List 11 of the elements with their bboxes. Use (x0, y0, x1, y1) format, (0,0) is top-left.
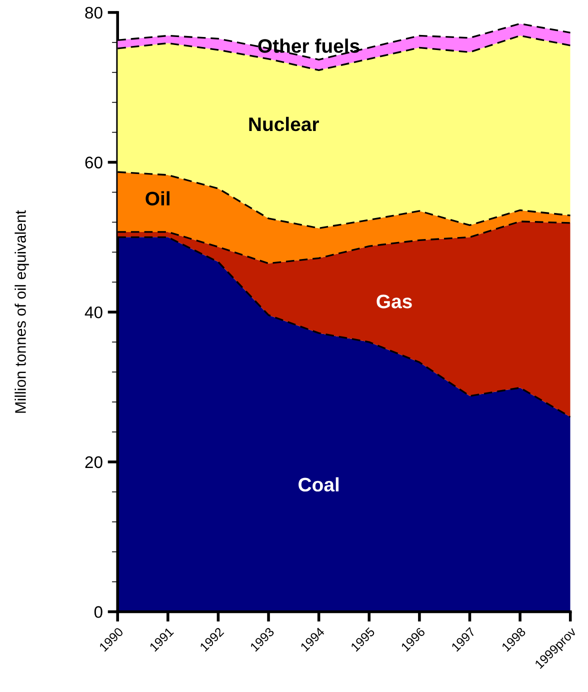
series-label: Oil (146, 191, 170, 206)
series-label: Gas (376, 294, 412, 308)
y-axis-title: Million tonnes of oil equivalent (14, 210, 29, 413)
series-label: Nuclear (249, 116, 319, 132)
y-tick-label: 0 (94, 606, 102, 618)
y-tick-label: 80 (85, 6, 102, 19)
y-tick-label: 60 (85, 156, 102, 168)
y-tick-label: 40 (84, 306, 102, 318)
y-tick-label: 20 (85, 456, 102, 468)
series-label: Other fuels (258, 38, 360, 53)
series-label: Coal (298, 477, 339, 492)
